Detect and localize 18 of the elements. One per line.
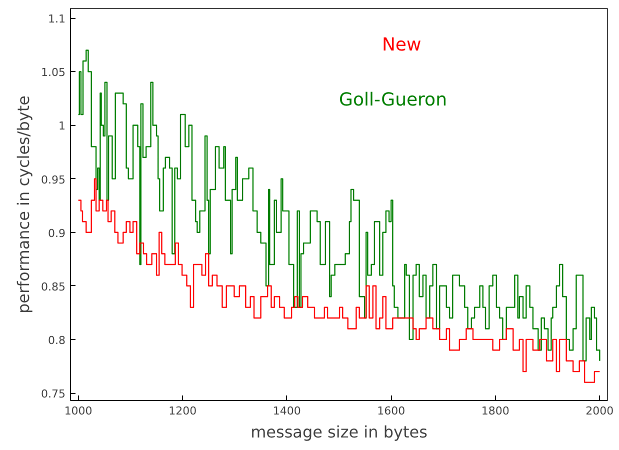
x-tick-label: 1000 bbox=[64, 404, 92, 418]
y-axis-title: performance in cycles/byte bbox=[14, 95, 34, 314]
y-tick-label: 0.75 bbox=[41, 388, 66, 401]
y-tick-label: 1.05 bbox=[41, 66, 66, 80]
x-tick-label: 1400 bbox=[272, 404, 301, 418]
x-tick-label: 1800 bbox=[481, 404, 510, 418]
y-tick-label: 0.95 bbox=[41, 173, 66, 186]
y-tick-label: 0.85 bbox=[41, 280, 66, 294]
x-axis-title: message size in bytes bbox=[250, 422, 428, 442]
x-tick-label: 2000 bbox=[586, 404, 614, 418]
text: New bbox=[382, 34, 422, 56]
y-tick-label: 1 bbox=[58, 120, 66, 133]
x-tick-label: 1200 bbox=[168, 404, 197, 418]
y-tick-label: 0.8 bbox=[48, 334, 66, 347]
text: Goll-Gueron bbox=[339, 89, 447, 110]
y-tick-label: 1.1 bbox=[48, 12, 66, 26]
x-tick-label: 1600 bbox=[377, 404, 406, 418]
y-tick-label: 0.9 bbox=[48, 226, 66, 240]
